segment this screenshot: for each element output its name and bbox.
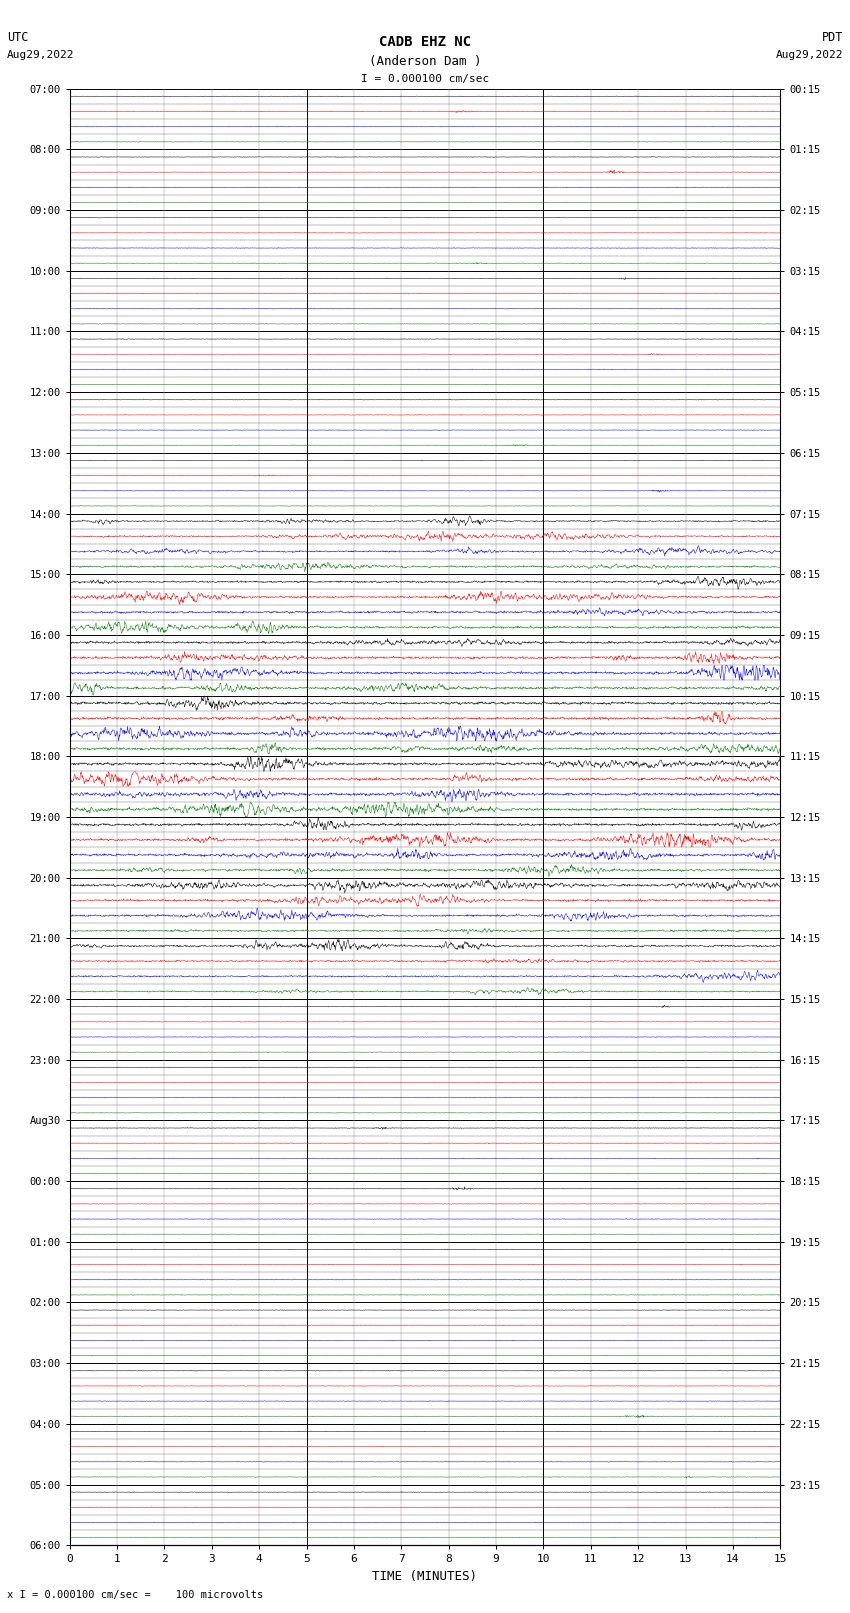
Text: CADB EHZ NC: CADB EHZ NC [379,35,471,50]
Text: x I = 0.000100 cm/sec =    100 microvolts: x I = 0.000100 cm/sec = 100 microvolts [7,1590,263,1600]
Text: UTC: UTC [7,31,28,44]
Text: I = 0.000100 cm/sec: I = 0.000100 cm/sec [361,74,489,84]
Text: PDT: PDT [822,31,843,44]
X-axis label: TIME (MINUTES): TIME (MINUTES) [372,1569,478,1582]
Text: Aug29,2022: Aug29,2022 [7,50,74,60]
Text: (Anderson Dam ): (Anderson Dam ) [369,55,481,68]
Text: Aug29,2022: Aug29,2022 [776,50,843,60]
